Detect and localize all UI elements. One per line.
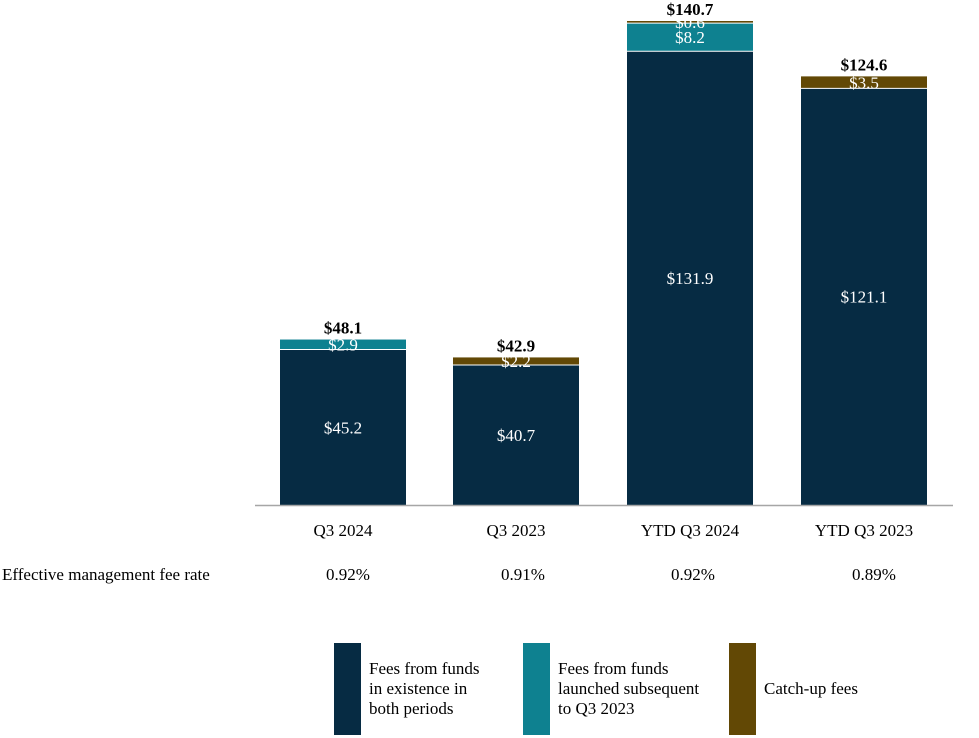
total-label-ytd-q3-2024: $140.7 xyxy=(667,0,714,19)
bar-segment-existing-funds-q3-2024 xyxy=(280,349,406,505)
total-label-ytd-q3-2023: $124.6 xyxy=(841,55,888,74)
x-tick-label-ytd-q3-2023: YTD Q3 2023 xyxy=(815,521,913,540)
legend-item-existing-funds: Fees from funds in existence in both per… xyxy=(334,643,479,735)
data-label-existing-funds-q3-2023: $40.7 xyxy=(497,426,536,445)
data-label-catch-up-fees-q3-2023: $2.2 xyxy=(501,352,531,371)
bar-segment-existing-funds-ytd-q3-2023 xyxy=(801,88,927,505)
legend-swatch-new-funds xyxy=(523,643,550,735)
bar-segment-existing-funds-q3-2023 xyxy=(453,364,579,505)
legend-item-catch-up-fees: Catch-up fees xyxy=(729,643,858,735)
data-label-existing-funds-q3-2024: $45.2 xyxy=(324,418,362,437)
total-label-q3-2024: $48.1 xyxy=(324,319,362,338)
data-label-new-funds-q3-2024: $2.9 xyxy=(328,336,358,355)
legend-swatch-catch-up-fees xyxy=(729,643,756,735)
total-label-q3-2023: $42.9 xyxy=(497,336,535,355)
bar-segment-new-funds-ytd-q3-2024 xyxy=(627,23,753,52)
bar-segment-catch-up-fees-q3-2023 xyxy=(453,357,579,365)
legend-item-new-funds: Fees from funds launched subsequent to Q… xyxy=(523,643,699,735)
legend-label-existing-funds: Fees from funds in existence in both per… xyxy=(369,659,480,718)
fee-rate-q3-2023: 0.91% xyxy=(501,565,545,584)
bar-segment-catch-up-fees-ytd-q3-2024 xyxy=(627,21,753,24)
x-tick-label-q3-2024: Q3 2024 xyxy=(313,521,373,540)
stacked-bar-chart: $45.2 $2.9$48.1 Q3 2024 $40.7 $2.2$42.9 Q3 20… xyxy=(255,0,953,540)
bar-segment-existing-funds-ytd-q3-2024 xyxy=(627,51,753,506)
fee-rate-ytd-q3-2023: 0.89% xyxy=(852,565,896,584)
bar-segment-catch-up-fees-ytd-q3-2023 xyxy=(801,76,927,89)
bar-segment-new-funds-q3-2024 xyxy=(280,339,406,350)
legend-swatch-existing-funds xyxy=(334,643,361,735)
x-tick-label-ytd-q3-2024: YTD Q3 2024 xyxy=(641,521,740,540)
data-label-existing-funds-ytd-q3-2024: $131.9 xyxy=(667,269,714,288)
fee-rate-label: Effective management fee rate xyxy=(2,565,210,584)
fee-rate-q3-2024: 0.92% xyxy=(326,565,370,584)
legend-label-new-funds: Fees from funds launched subsequent to Q… xyxy=(558,659,700,718)
data-label-existing-funds-ytd-q3-2023: $121.1 xyxy=(841,288,888,307)
legend-label-catch-up-fees: Catch-up fees xyxy=(764,679,858,698)
data-label-catch-up-fees-ytd-q3-2023: $3.5 xyxy=(849,73,879,92)
data-label-catch-up-fees-ytd-q3-2024: $0.6 xyxy=(675,13,705,32)
x-tick-label-q3-2023: Q3 2023 xyxy=(486,521,545,540)
fee-rate-ytd-q3-2024: 0.92% xyxy=(671,565,715,584)
data-label-new-funds-ytd-q3-2024: $8.2 xyxy=(675,28,705,47)
